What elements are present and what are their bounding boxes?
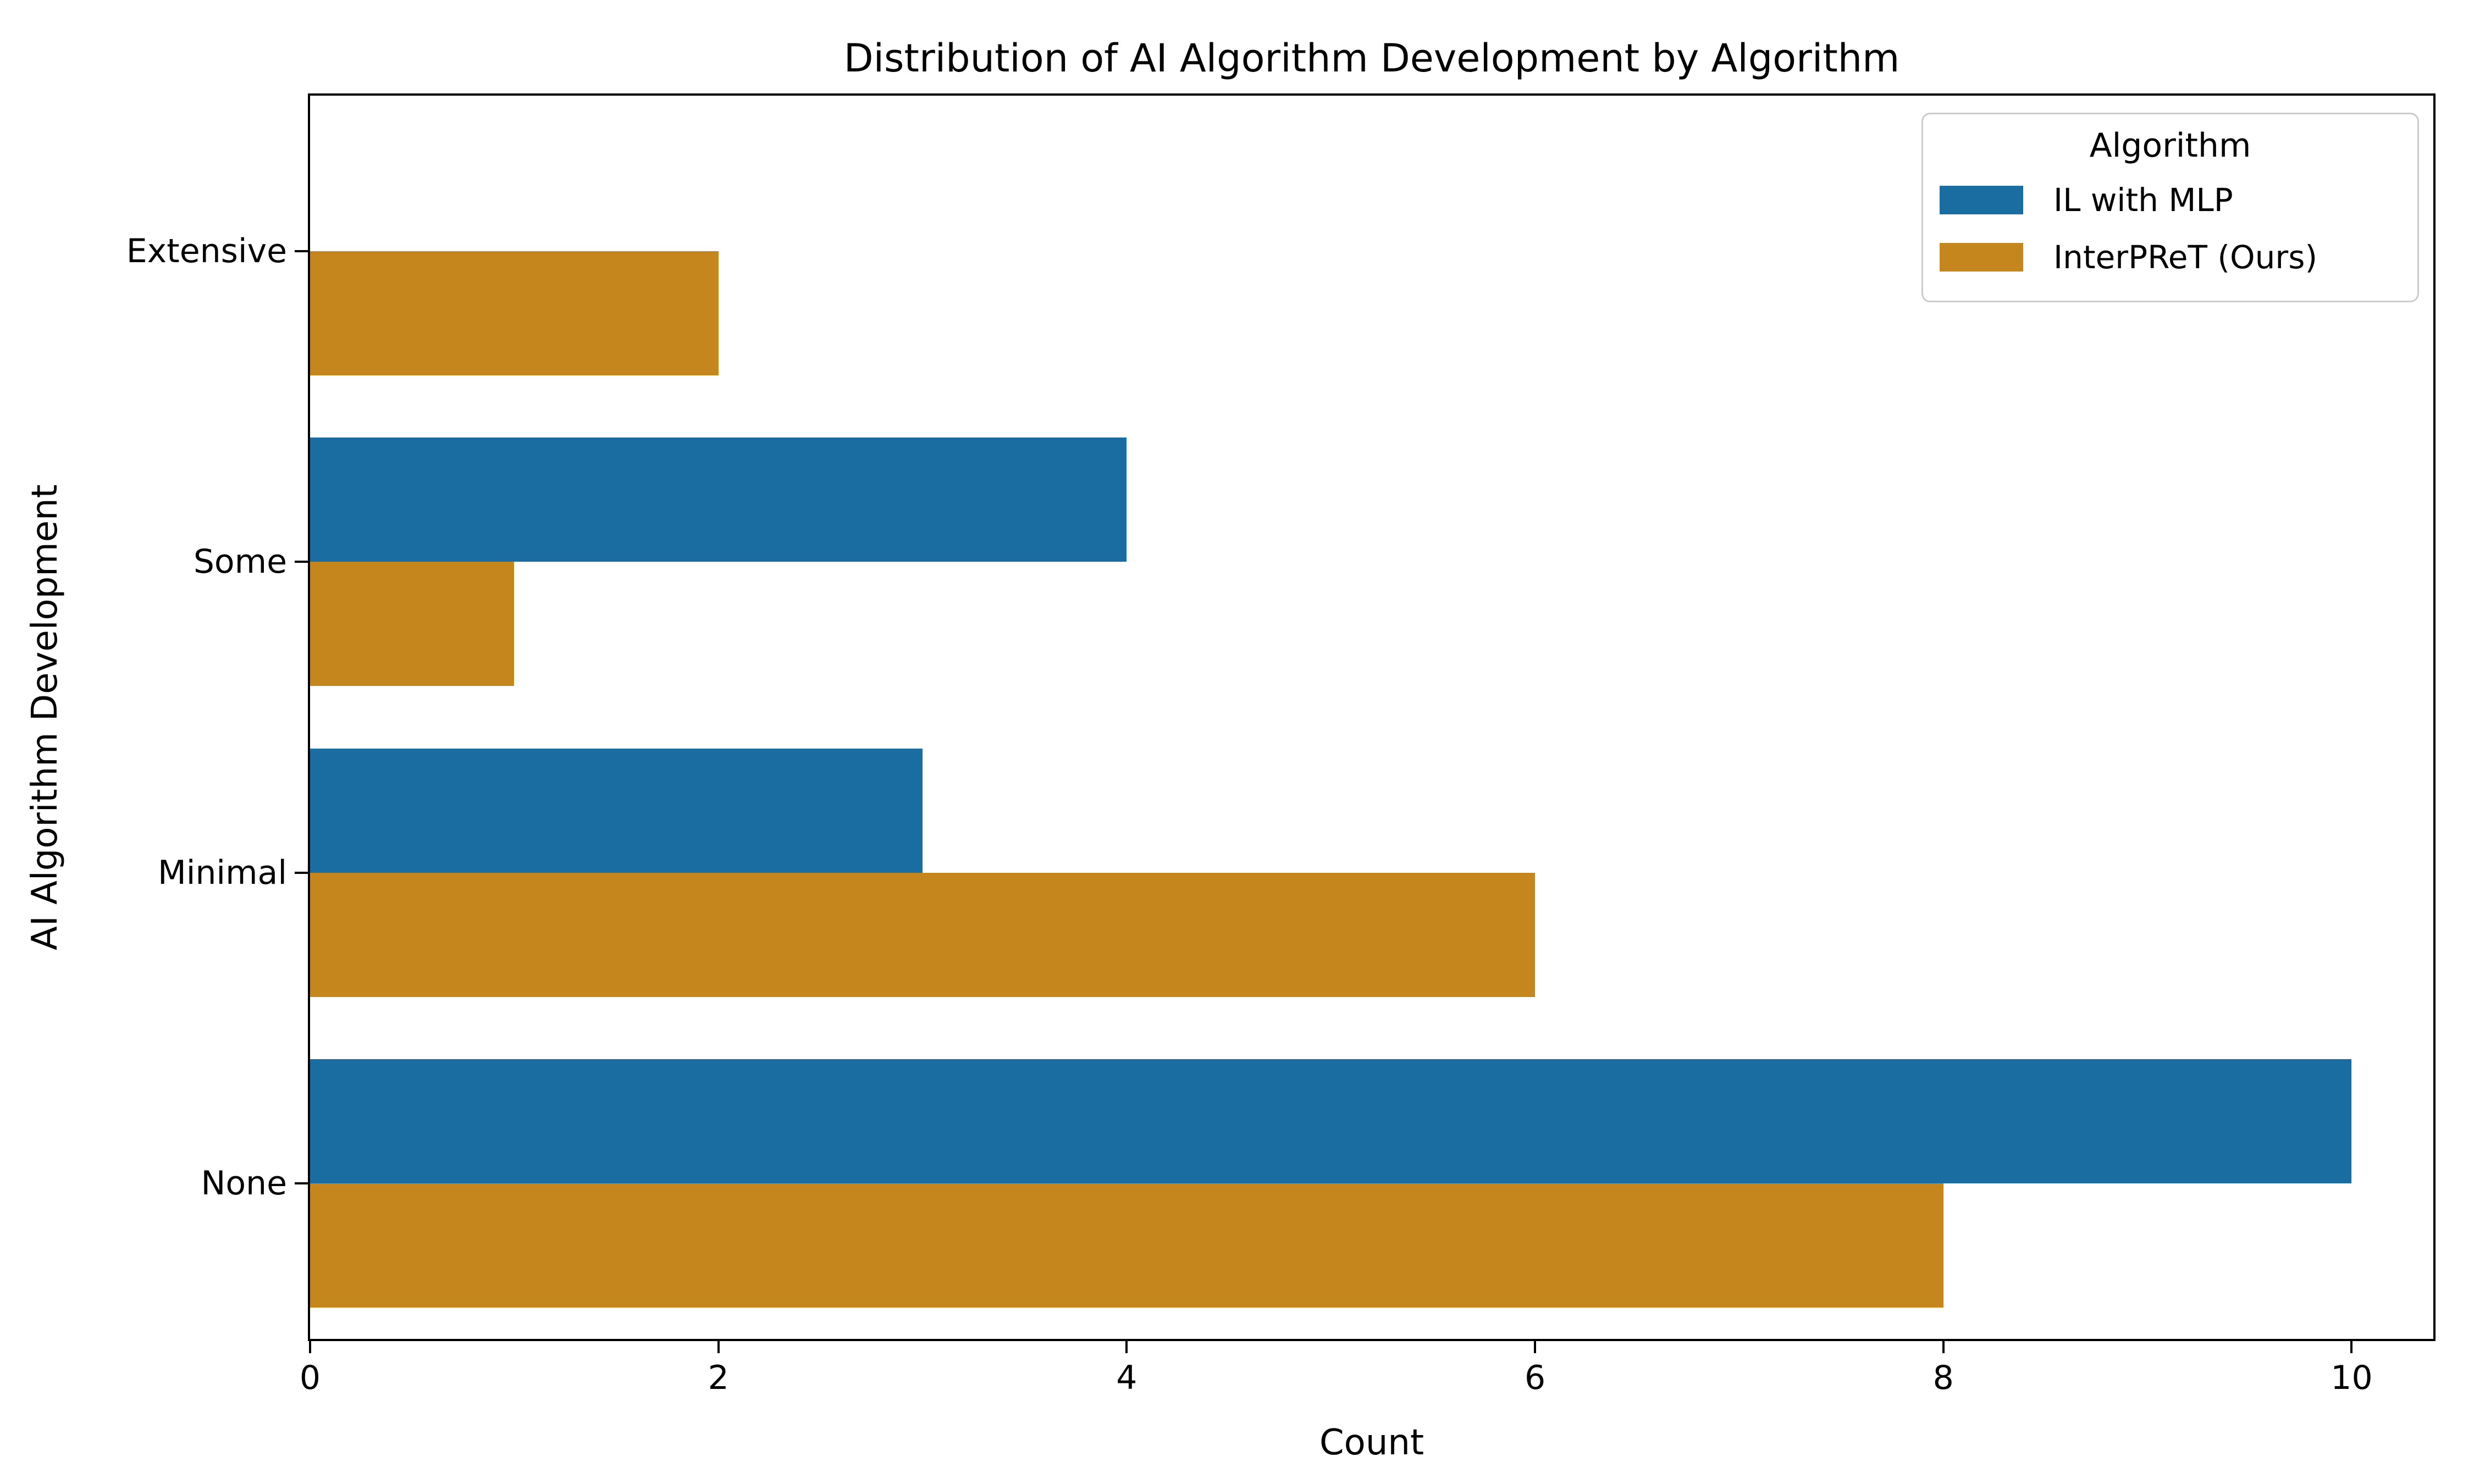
- y-tick-mark: [295, 561, 308, 563]
- bar-some-il-with-mlp: [310, 438, 1127, 562]
- legend-title: Algorithm: [2089, 126, 2251, 165]
- y-tick-label-extensive: Extensive: [126, 231, 287, 270]
- x-tick-label: 6: [1524, 1359, 1546, 1397]
- x-tick-label: 4: [1116, 1359, 1137, 1397]
- bar-minimal-il-with-mlp: [310, 748, 923, 873]
- legend-swatch-il-with-mlp: [1940, 186, 2023, 214]
- chart-title: Distribution of AI Algorithm Development…: [843, 36, 1900, 81]
- bar-none-interpret-ours-: [310, 1183, 1943, 1308]
- x-tick-mark: [717, 1341, 720, 1353]
- y-tick-label-none: None: [201, 1164, 287, 1203]
- x-tick-label: 2: [708, 1359, 729, 1397]
- x-tick-label: 8: [1932, 1359, 1954, 1397]
- x-tick-mark: [1942, 1341, 1945, 1353]
- y-tick-label-some: Some: [193, 542, 287, 582]
- legend-row: InterPReT (Ours): [1940, 239, 2417, 276]
- bar-extensive-interpret-ours-: [310, 251, 719, 375]
- legend-row: IL with MLP: [1940, 181, 2417, 219]
- x-tick-label: 0: [299, 1359, 321, 1397]
- y-tick-mark: [295, 250, 308, 252]
- bar-some-interpret-ours-: [310, 562, 515, 686]
- legend-label-il-with-mlp: IL with MLP: [2053, 181, 2233, 219]
- legend-swatch-interpret: [1940, 243, 2023, 272]
- x-tick-label: 10: [2331, 1359, 2373, 1397]
- x-tick-mark: [1125, 1341, 1128, 1353]
- y-tick-label-minimal: Minimal: [157, 853, 287, 892]
- x-tick-mark: [309, 1341, 311, 1353]
- legend-label-interpret: InterPReT (Ours): [2053, 239, 2318, 276]
- bar-none-il-with-mlp: [310, 1059, 2352, 1184]
- x-tick-mark: [2350, 1341, 2353, 1353]
- y-tick-mark: [295, 871, 308, 874]
- y-axis-label: AI Algorithm Development: [25, 484, 65, 950]
- x-tick-mark: [1534, 1341, 1537, 1353]
- y-tick-mark: [295, 1182, 308, 1185]
- bar-minimal-interpret-ours-: [310, 872, 1536, 997]
- legend: Algorithm IL with MLP InterPReT (Ours): [1921, 113, 2419, 302]
- x-axis-label: Count: [1319, 1422, 1424, 1463]
